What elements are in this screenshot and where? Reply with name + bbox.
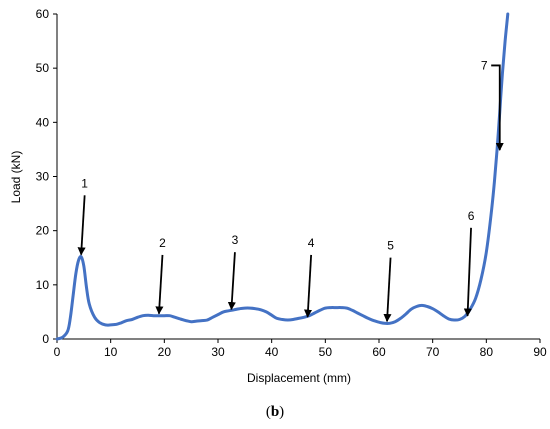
x-tick-label: 20	[158, 345, 172, 359]
y-axis: 0 10 20 30 40 50 60	[36, 7, 58, 346]
x-tick-label: 30	[211, 345, 225, 359]
y-tick-label: 60	[36, 7, 50, 21]
line-chart: 0 10 20 30 40 50 60 0 10 20 30 40 50 60 70 80 90 1 2 3 4 5 6…	[9, 7, 547, 385]
x-tick-label: 50	[319, 345, 333, 359]
caption-close: )	[279, 404, 285, 420]
annotation-arrow	[491, 64, 504, 151]
annotation-label: 2	[159, 236, 166, 250]
annotation-label: 6	[468, 209, 475, 223]
y-tick-label: 0	[42, 332, 49, 346]
annotation-arrow	[227, 252, 236, 311]
x-axis: 0 10 20 30 40 50 60 70 80 90	[54, 338, 547, 359]
x-tick-label: 60	[372, 345, 386, 359]
y-tick-label: 10	[36, 278, 50, 292]
x-tick-label: 10	[104, 345, 118, 359]
annotation-arrow	[303, 254, 313, 318]
caption-open: (	[265, 404, 271, 420]
annotation-label: 1	[81, 176, 88, 190]
x-axis-title: Displacement (mm)	[247, 371, 351, 385]
annotation-label: 7	[481, 58, 488, 72]
load-displacement-line	[55, 12, 510, 341]
annotation-arrow	[155, 254, 164, 315]
annotation-arrow	[463, 227, 472, 317]
x-tick-label: 90	[533, 345, 547, 359]
y-tick-label: 50	[36, 61, 50, 75]
annotation-arrow	[383, 257, 392, 323]
annotation-label: 3	[232, 233, 239, 247]
annotation-arrow	[77, 195, 86, 256]
series-layer	[55, 12, 510, 341]
y-axis-title: Load (kN)	[9, 151, 23, 204]
caption-letter: b	[270, 404, 280, 420]
y-tick-label: 30	[36, 170, 50, 184]
x-tick-label: 70	[426, 345, 440, 359]
y-tick-label: 40	[36, 115, 50, 129]
annotation-label: 5	[387, 239, 394, 253]
x-tick-label: 80	[480, 345, 494, 359]
y-tick-label: 20	[36, 224, 50, 238]
annotation-layer: 1 2 3 4 5 6 7	[77, 58, 504, 323]
x-tick-label: 0	[54, 345, 61, 359]
figure-caption: (b)	[0, 404, 550, 421]
annotation-label: 4	[308, 236, 315, 250]
x-tick-label: 40	[265, 345, 279, 359]
